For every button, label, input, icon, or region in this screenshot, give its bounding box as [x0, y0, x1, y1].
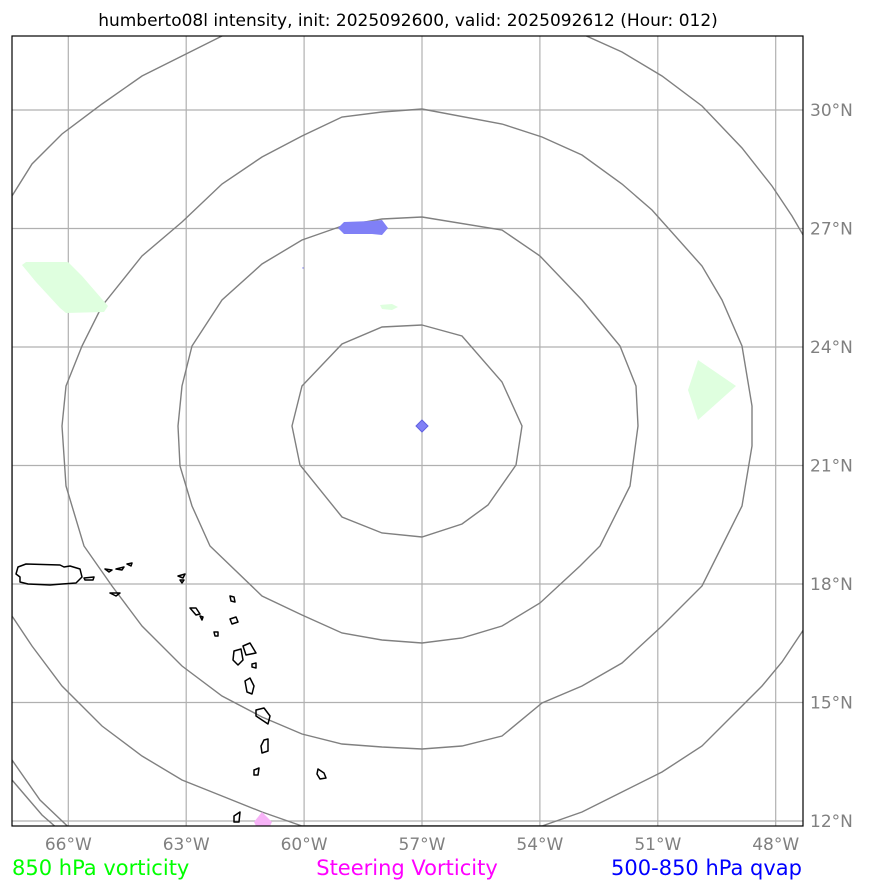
longitude-tick-label: 51°W [634, 835, 681, 855]
range-ring-1 [291, 324, 523, 538]
coastline-grenadines [233, 811, 241, 823]
latitude-tick-label: 24°N [810, 338, 853, 358]
map-frame [11, 35, 804, 827]
coastline-puerto-rico [15, 563, 83, 586]
coastline-nevis [189, 607, 204, 621]
longitude-tick-label: 57°W [399, 835, 446, 855]
latitude-tick-label: 12°N [810, 812, 853, 832]
coastline-barbados [316, 768, 327, 780]
qvap-storm-center [415, 419, 429, 433]
vorticity-850-patch-2 [688, 360, 736, 420]
latitude-labels: 30°N 27°N 24°N 21°N 18°N 15°N 12°N [810, 101, 853, 832]
coastline-st-vincent [253, 767, 260, 776]
range-ring-3 [61, 108, 753, 750]
coastline-dominica [244, 677, 255, 695]
latitude-tick-label: 30°N [810, 101, 853, 121]
longitude-tick-label: 63°W [163, 835, 210, 855]
legend-steering-vorticity: Steering Vorticity [316, 856, 498, 880]
range-ring-2 [177, 216, 639, 644]
latitude-tick-label: 15°N [810, 694, 853, 714]
coastline-marie-galante [251, 662, 257, 669]
graticule [12, 36, 803, 826]
longitude-tick-label: 60°W [281, 835, 328, 855]
coastline-anguilla [177, 573, 186, 584]
coastline-vieques [83, 576, 95, 581]
vorticity-850-patch-3 [380, 304, 398, 310]
vorticity-850-patch-1 [22, 262, 108, 313]
longitude-tick-label: 48°W [752, 835, 799, 855]
coastline-guadeloupe [232, 642, 257, 666]
range-rings [12, 36, 803, 826]
coastline-virgin-islands [104, 562, 133, 597]
range-ring-4 [12, 36, 803, 826]
map-title: humberto08l intensity, init: 2025092600,… [98, 11, 718, 31]
qvap-patch-band [338, 220, 388, 235]
latitude-tick-label: 21°N [810, 457, 853, 477]
qvap-speck [302, 267, 304, 269]
steering-vorticity-patch [254, 812, 272, 826]
coastline-antigua [229, 595, 236, 603]
legend-vorticity-850: 850 hPa vorticity [12, 856, 189, 880]
coastline-martinique [255, 707, 271, 725]
longitude-tick-label: 54°W [516, 835, 563, 855]
legend-qvap: 500-850 hPa qvap [611, 856, 802, 880]
coastlines [15, 562, 327, 823]
coastline-st-lucia [260, 738, 269, 754]
latitude-tick-label: 27°N [810, 220, 853, 240]
coastline-montserrat [213, 631, 219, 637]
latitude-tick-label: 18°N [810, 575, 853, 595]
longitude-labels: 66°W 63°W 60°W 57°W 54°W 51°W 48°W [45, 835, 800, 855]
longitude-tick-label: 66°W [45, 835, 92, 855]
coastline-barbuda [229, 616, 239, 625]
